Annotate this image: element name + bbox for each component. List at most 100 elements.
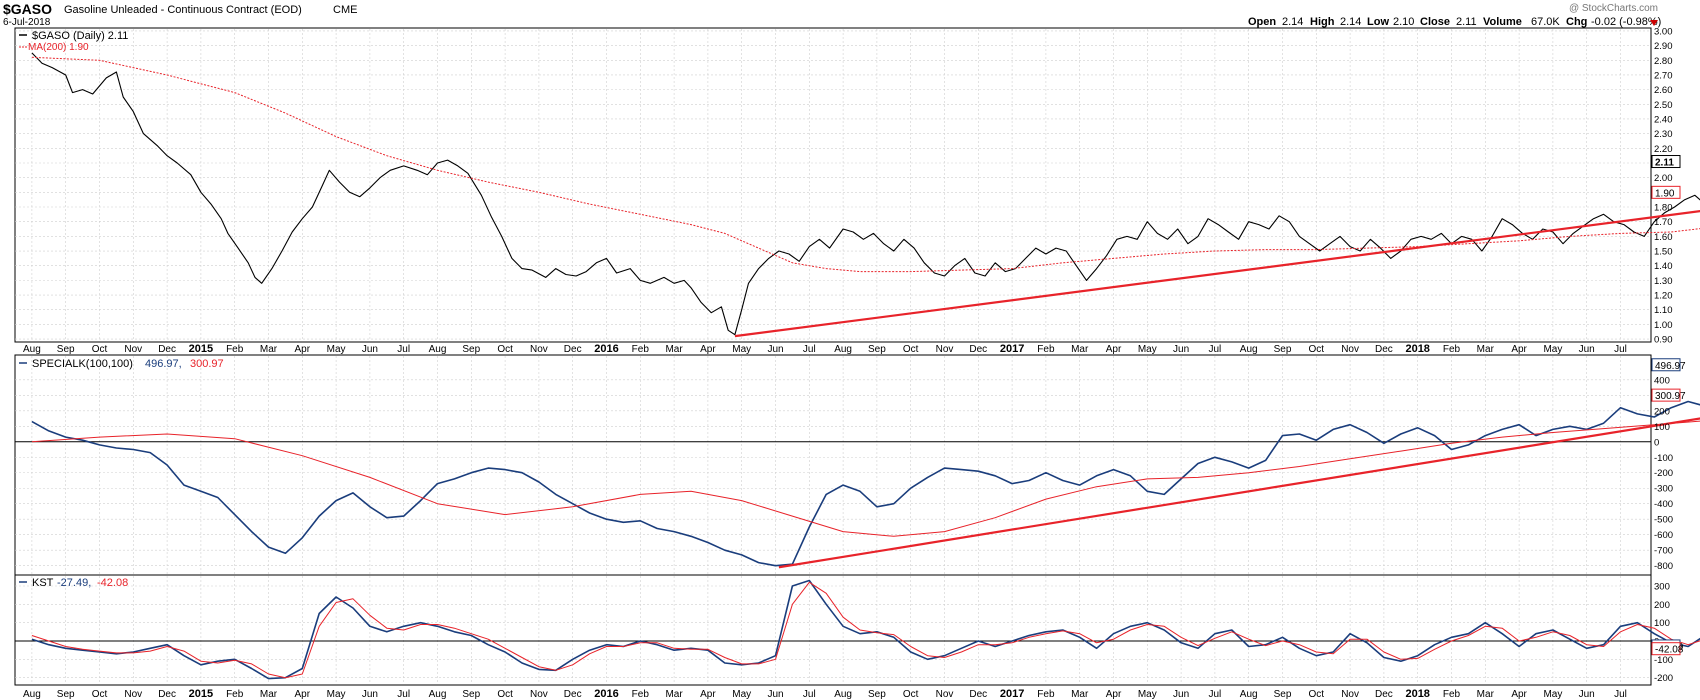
y-tick-label: 2.50 <box>1654 100 1673 111</box>
x-tick-label: Jun <box>362 689 378 700</box>
x-tick-label: Nov <box>1341 344 1359 355</box>
y-tick-label: 2.20 <box>1654 144 1673 155</box>
y-tick-label: 1.60 <box>1654 232 1673 243</box>
x-tick-label: Nov <box>936 689 954 700</box>
y-tick-label: 2.90 <box>1654 41 1673 52</box>
y-tick-label: 1.80 <box>1654 203 1673 214</box>
x-tick-label: Nov <box>124 689 142 700</box>
specialk-line <box>31 400 1700 567</box>
x-tick-label: May <box>1543 689 1562 700</box>
x-tick-label: Sep <box>462 689 480 700</box>
x-tick-label: Dec <box>1375 344 1393 355</box>
x-tick-label: May <box>327 344 346 355</box>
x-tick-label: Sep <box>1274 689 1292 700</box>
x-tick-label: 2015 <box>189 688 213 700</box>
value-tag <box>1651 388 1681 402</box>
trendlines <box>734 210 1700 569</box>
x-tick-label: Sep <box>462 344 480 355</box>
x-tick-label: Nov <box>530 344 548 355</box>
value-tag-label: 2.11 <box>1655 158 1674 169</box>
volume-value: 67.0K <box>1531 16 1560 28</box>
series-lines <box>31 52 1700 680</box>
x-tick-label: Feb <box>1037 344 1055 355</box>
y-tick-label: 2.30 <box>1654 129 1673 140</box>
y-tick-label: -400 <box>1654 499 1673 510</box>
value-tag-label: 1.90 <box>1655 188 1675 199</box>
x-tick-label: May <box>1138 344 1157 355</box>
y-tick-label: -800 <box>1654 561 1673 572</box>
x-tick-label: Sep <box>1274 344 1292 355</box>
watermark-label: @ StockCharts.com <box>1569 3 1658 14</box>
x-tick-label: Jun <box>362 344 378 355</box>
chg-value: -0.02 (-0.98%) <box>1591 16 1661 28</box>
x-tick-label: May <box>732 689 751 700</box>
x-tick-label: Feb <box>1443 689 1461 700</box>
kst-panel-frame <box>14 574 1652 686</box>
x-tick-label: Apr <box>295 344 311 355</box>
specialk-legend: SPECIALK(100,100) 496.97, 300.97 <box>19 358 224 370</box>
ma-line <box>31 56 1700 273</box>
x-tick-label: Apr <box>1511 344 1527 355</box>
value-tag <box>1651 642 1681 656</box>
close-label: Close <box>1420 16 1450 28</box>
y-tick-label: 100 <box>1654 618 1670 629</box>
trendline <box>734 210 1700 338</box>
y-tick-label: 1.10 <box>1654 305 1673 316</box>
y-tick-label: 0 <box>1654 437 1659 448</box>
kst-line <box>31 579 1700 680</box>
x-tick-label: Aug <box>834 689 852 700</box>
x-tick-label: Feb <box>1443 344 1461 355</box>
y-tick-label: 1.30 <box>1654 276 1673 287</box>
x-tick-label: Mar <box>1071 344 1089 355</box>
y-tick-label: 2.60 <box>1654 85 1673 96</box>
high-value: 2.14 <box>1340 16 1361 28</box>
x-tick-label: Oct <box>1309 689 1325 700</box>
x-tick-label: May <box>1543 344 1562 355</box>
x-tick-label: Nov <box>124 344 142 355</box>
specialk-signal-line <box>31 420 1700 537</box>
x-tick-label: Oct <box>903 689 919 700</box>
y-tick-label: 2.80 <box>1654 56 1673 67</box>
y-tick-label: 1.20 <box>1654 291 1673 302</box>
kst-signal-line <box>31 581 1700 679</box>
grid-lines <box>15 29 1651 684</box>
y-tick-label: 3.00 <box>1654 26 1673 37</box>
x-tick-label: Feb <box>226 344 244 355</box>
specialk-legend-signal: 300.97 <box>190 358 224 370</box>
y-tick-label: 200 <box>1654 600 1670 611</box>
y-tick-label: 0.90 <box>1654 335 1673 346</box>
x-tick-label: Oct <box>903 344 919 355</box>
x-tick-label: 2015 <box>189 343 213 355</box>
value-tag <box>1651 185 1681 199</box>
x-tick-label: Apr <box>700 689 716 700</box>
y-tick-label: -100 <box>1654 655 1673 666</box>
close-value: 2.11 <box>1456 16 1477 28</box>
x-tick-label: 2017 <box>1000 688 1024 700</box>
y-tick-label: 400 <box>1654 375 1670 386</box>
x-tick-label: Apr <box>1106 689 1122 700</box>
y-tick-label: 300 <box>1654 582 1670 593</box>
x-tick-label: Jul <box>803 689 816 700</box>
value-tag <box>1651 358 1681 372</box>
x-tick-label: Jun <box>767 689 783 700</box>
kst-legend-label: KST <box>32 577 54 589</box>
date-label: 6-Jul-2018 <box>3 17 51 28</box>
value-tag-label: 496.97 <box>1655 361 1686 372</box>
x-tick-label: May <box>1138 689 1157 700</box>
x-tick-label: Jun <box>1173 344 1189 355</box>
y-tick-label: -600 <box>1654 530 1673 541</box>
y-tick-label: 1.70 <box>1654 217 1673 228</box>
x-tick-label: Mar <box>1477 689 1495 700</box>
chart-header: $GASO Gasoline Unleaded - Continuous Con… <box>3 1 1661 28</box>
open-label: Open <box>1248 16 1276 28</box>
value-tag <box>1651 155 1681 169</box>
x-tick-label: Dec <box>969 344 987 355</box>
x-tick-label: 2018 <box>1405 343 1429 355</box>
x-tick-label: Sep <box>57 344 75 355</box>
x-tick-label: Mar <box>260 689 278 700</box>
x-tick-label: Mar <box>260 344 278 355</box>
x-tick-label: Dec <box>564 344 582 355</box>
x-tick-label: Jul <box>1209 344 1222 355</box>
x-tick-label: 2016 <box>594 343 618 355</box>
low-value: 2.10 <box>1393 16 1414 28</box>
